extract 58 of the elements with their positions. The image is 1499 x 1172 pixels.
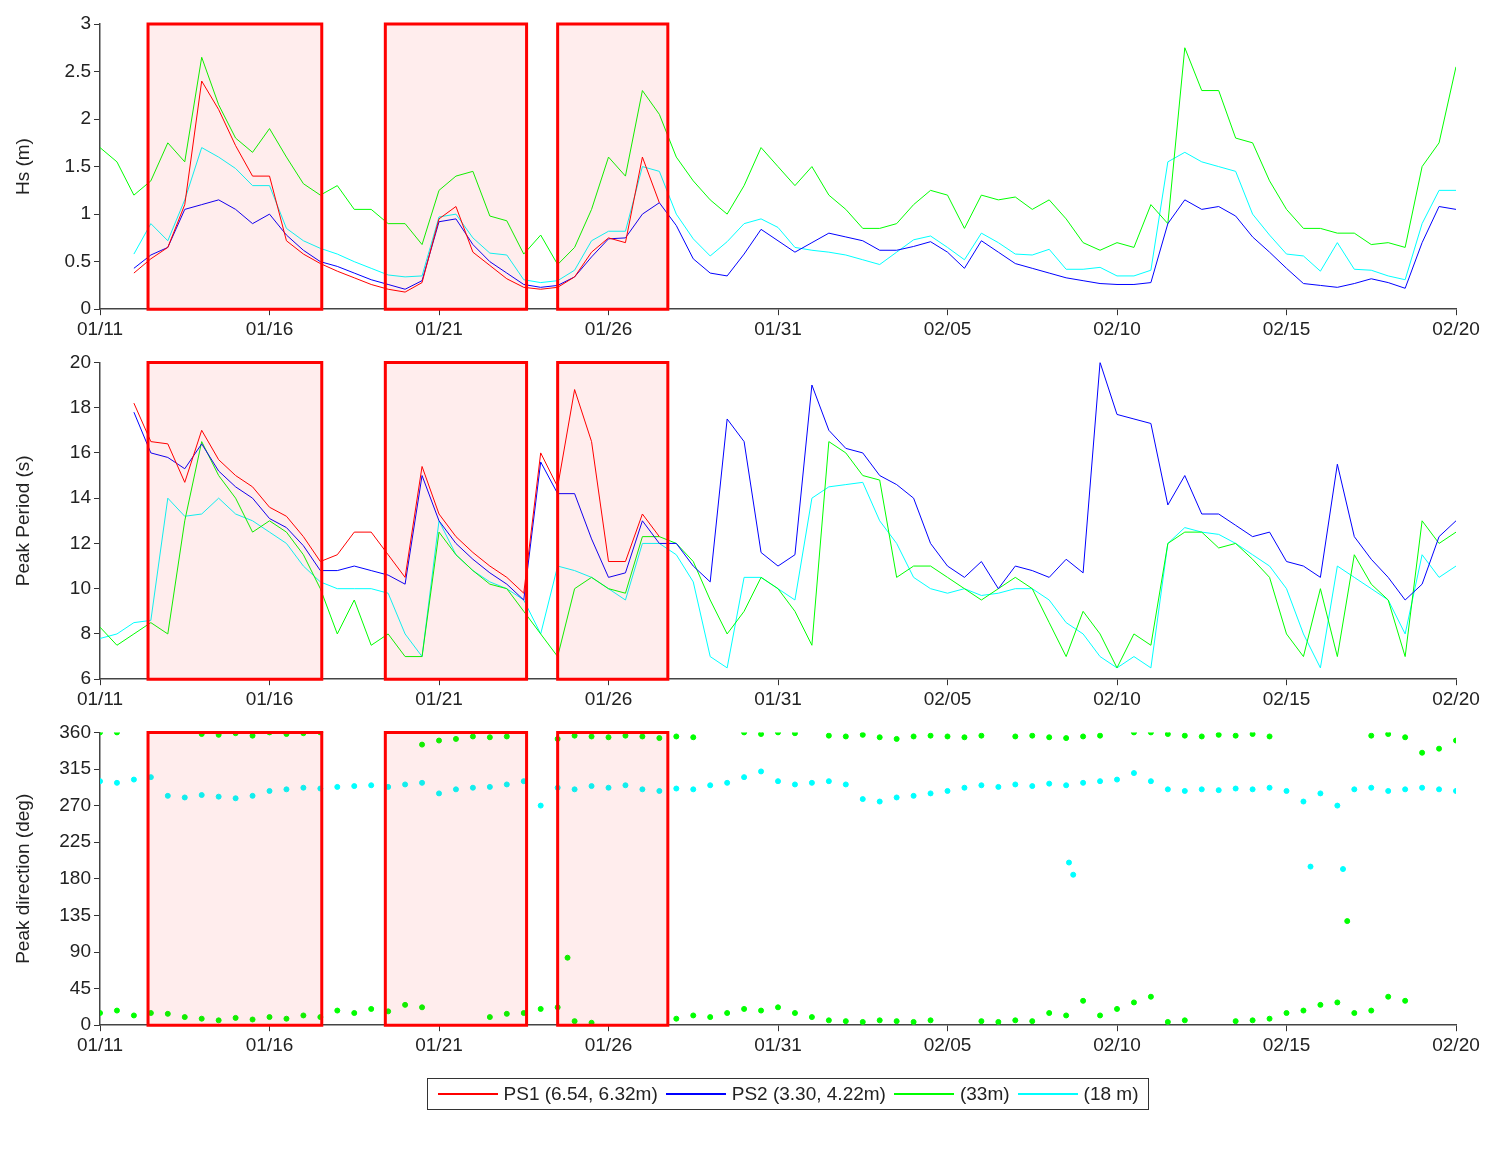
x-tick-label: 01/31	[754, 687, 802, 709]
x-tick-label: 01/16	[245, 1033, 294, 1055]
y-axis-title: Hs (m)	[11, 138, 33, 196]
x-tick-label: 01/11	[76, 687, 124, 709]
x-tick-label: 01/31	[754, 1033, 802, 1055]
x-tick-label: 02/10	[1093, 1033, 1141, 1055]
x-tick-label: 02/20	[1432, 317, 1480, 339]
y-tick-label: 2.5	[64, 59, 91, 81]
legend-label: (18 m)	[1083, 1083, 1139, 1105]
y-tick-label: 1	[80, 202, 91, 224]
x-tick-label: 02/05	[923, 1033, 972, 1055]
y-tick-label: 14	[69, 486, 92, 508]
y-tick-label: 270	[59, 793, 91, 815]
y-axis-title: Peak Period (s)	[11, 455, 33, 587]
y-tick-label: 1.5	[64, 154, 91, 176]
y-tick-label: 20	[69, 350, 91, 372]
y-tick-label: 10	[69, 576, 91, 598]
y-tick-label: 180	[59, 867, 91, 889]
x-tick-label: 02/05	[923, 317, 972, 339]
x-tick-label: 01/11	[76, 317, 124, 339]
y-axis-title: Peak direction (deg)	[11, 793, 33, 964]
x-tick-label: 01/21	[415, 1033, 463, 1055]
x-tick-label: 01/31	[754, 317, 802, 339]
x-tick-label: 01/21	[415, 317, 463, 339]
x-tick-label: 02/05	[923, 687, 972, 709]
y-tick-label: 135	[59, 903, 91, 925]
x-tick-label: 02/15	[1262, 1033, 1311, 1055]
y-tick-label: 45	[69, 976, 91, 998]
y-tick-label: 0	[80, 297, 91, 319]
x-tick-label: 01/11	[76, 1033, 124, 1055]
y-tick-label: 8	[80, 622, 91, 644]
y-tick-label: 0	[80, 1013, 91, 1035]
y-tick-label: 315	[59, 757, 91, 779]
x-tick-label: 01/21	[415, 687, 463, 709]
x-tick-label: 01/26	[584, 317, 633, 339]
x-tick-label: 02/20	[1432, 1033, 1480, 1055]
y-tick-label: 12	[69, 531, 91, 553]
y-tick-label: 16	[69, 441, 91, 463]
y-tick-label: 90	[69, 940, 91, 962]
x-tick-label: 02/15	[1262, 317, 1311, 339]
y-tick-label: 225	[59, 830, 91, 852]
y-tick-label: 360	[59, 720, 91, 742]
legend-label: PS1 (6.54, 6.32m)	[503, 1083, 658, 1105]
x-tick-label: 01/26	[584, 687, 633, 709]
x-tick-label: 02/20	[1432, 687, 1480, 709]
x-tick-label: 02/15	[1262, 687, 1311, 709]
x-tick-label: 01/16	[245, 687, 294, 709]
legend-label: (33m)	[959, 1083, 1010, 1105]
y-tick-label: 3	[80, 12, 91, 34]
x-tick-label: 02/10	[1093, 317, 1141, 339]
y-tick-label: 2	[80, 107, 91, 129]
x-tick-label: 02/10	[1093, 687, 1141, 709]
x-tick-label: 01/26	[584, 1033, 633, 1055]
x-tick-label: 01/16	[245, 317, 294, 339]
y-tick-label: 6	[80, 667, 91, 689]
y-tick-label: 18	[69, 395, 91, 417]
y-tick-label: 0.5	[64, 249, 91, 271]
legend-label: PS2 (3.30, 4.22m)	[731, 1083, 886, 1105]
